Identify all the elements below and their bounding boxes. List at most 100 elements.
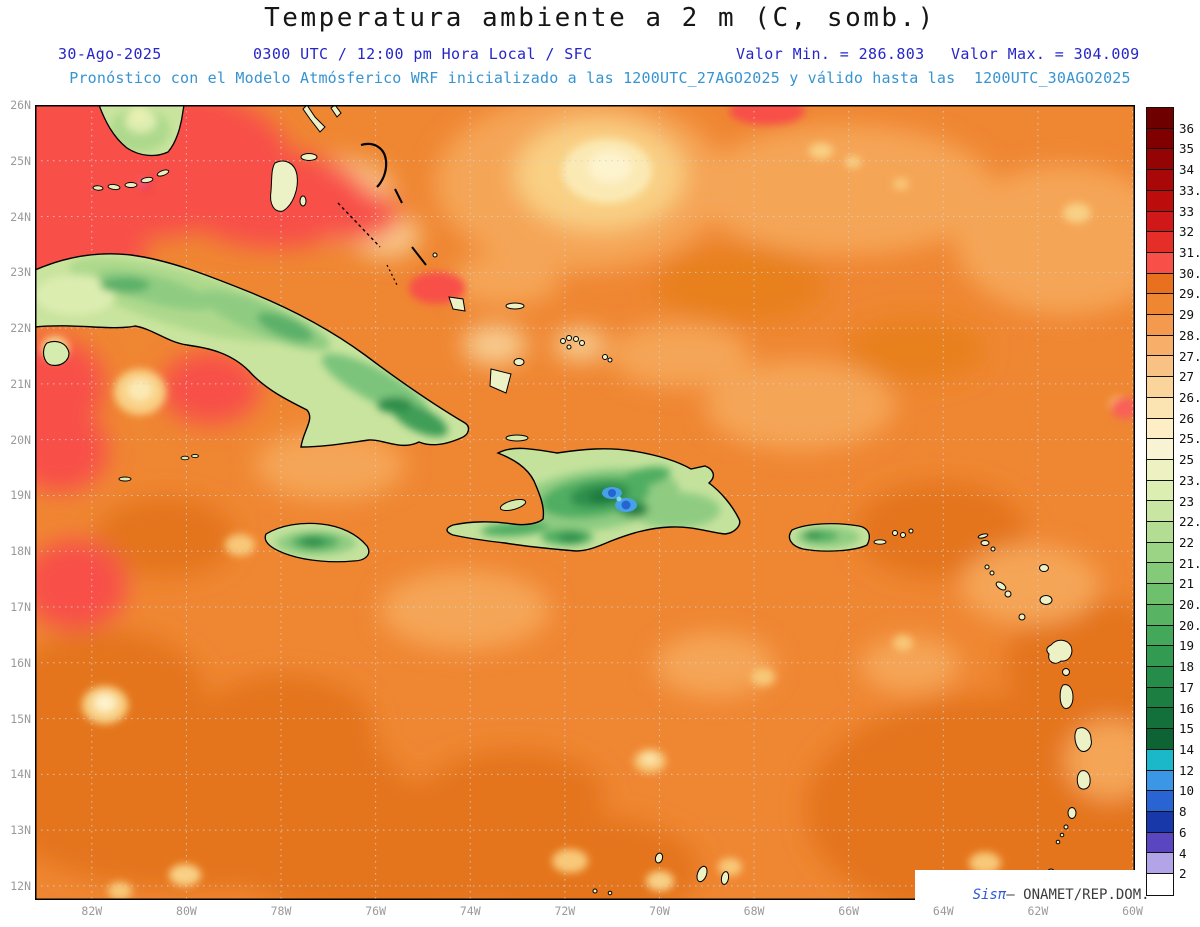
lat-tick-label: 24N xyxy=(10,209,31,224)
lat-tick-label: 17N xyxy=(10,600,31,615)
legend-swatch xyxy=(1147,708,1173,730)
lon-tick-label: 60W xyxy=(1122,904,1143,918)
lon-tick-label: 64W xyxy=(932,904,954,918)
legend-swatch xyxy=(1147,356,1173,378)
legend-value-label: 29.7 xyxy=(1179,286,1200,302)
cold-lake-spots xyxy=(602,487,637,512)
lon-tick-label: 78W xyxy=(270,904,292,918)
watermark-brand: Sisπ xyxy=(972,887,1007,903)
lon-tick-label: 72W xyxy=(554,904,576,918)
legend-value-label: 21 xyxy=(1179,576,1195,592)
lat-tick-label: 13N xyxy=(10,823,31,838)
gonave-island xyxy=(499,499,527,511)
legend-swatch xyxy=(1147,874,1173,895)
tortuga-island xyxy=(505,434,529,442)
legend-swatch xyxy=(1147,170,1173,191)
legend-swatch xyxy=(1147,749,1173,771)
legend-value-label: 14 xyxy=(1179,742,1195,758)
lat-tick-label: 16N xyxy=(10,655,31,670)
legend-swatch xyxy=(1147,522,1173,543)
legend-swatch xyxy=(1147,294,1173,316)
lon-tick-label: 76W xyxy=(365,904,387,918)
date-label: 30-Ago-2025 xyxy=(58,45,162,63)
legend-swatch xyxy=(1147,811,1173,833)
legend-swatch xyxy=(1147,418,1173,440)
lat-tick-label: 15N xyxy=(10,711,31,726)
legend-value-label: 4 xyxy=(1179,845,1187,861)
legend-swatch xyxy=(1147,687,1173,709)
watermark: Sisπ– ONAMET/REP.DOM. xyxy=(915,870,1157,921)
legend-swatch xyxy=(1147,149,1173,171)
legend-value-label: 22 xyxy=(1179,534,1195,550)
max-value-label: Valor Max. = 304.009 xyxy=(951,45,1140,63)
min-value-label: Valor Min. = 286.803 xyxy=(736,45,925,63)
color-legend: 36353433.5333231.530.729.72928.527.52726… xyxy=(1146,107,1200,897)
time-label: 0300 UTC / 12:00 pm Hora Local / SFC xyxy=(253,45,593,63)
legend-swatch xyxy=(1147,584,1173,605)
lat-tick-label: 18N xyxy=(10,544,31,559)
legend-swatch xyxy=(1147,563,1173,585)
lat-tick-label: 23N xyxy=(10,265,31,280)
legend-value-label: 17 xyxy=(1179,679,1195,695)
sea-warm-spots xyxy=(41,105,1135,900)
legend-swatch xyxy=(1147,666,1173,688)
legend-value-label: 26.5 xyxy=(1179,389,1200,405)
legend-value-label: 6 xyxy=(1179,824,1187,840)
legend-swatch xyxy=(1147,211,1173,233)
legend-swatch xyxy=(1147,729,1173,750)
legend-value-label: 27 xyxy=(1179,369,1195,385)
lat-tick-label: 14N xyxy=(10,767,31,782)
legend-value-label: 12 xyxy=(1179,762,1195,778)
legend-swatch xyxy=(1147,315,1173,336)
legend-value-label: 25.5 xyxy=(1179,431,1200,447)
map-area: Sisπ– ONAMET/REP.DOM. xyxy=(35,105,1157,921)
legend-value-label: 2 xyxy=(1179,866,1187,882)
map-canvas xyxy=(35,105,1135,900)
legend-swatch xyxy=(1147,480,1173,502)
cayman-islands xyxy=(118,453,199,482)
lon-tick-label: 70W xyxy=(649,904,670,918)
lon-tick-label: 68W xyxy=(743,904,765,918)
bahamas-islands xyxy=(270,105,613,394)
legend-value-label: 34 xyxy=(1179,162,1195,178)
lat-tick-label: 22N xyxy=(10,321,31,336)
legend-value-label: 29 xyxy=(1179,307,1195,323)
legend-swatch xyxy=(1147,232,1173,253)
legend-value-label: 20.5 xyxy=(1179,597,1200,613)
legend-value-label: 33.5 xyxy=(1179,182,1200,198)
legend-value-label: 26 xyxy=(1179,410,1195,426)
legend-value-label: 10 xyxy=(1179,783,1195,799)
legend-color-bar xyxy=(1146,107,1174,896)
lat-tick-label: 25N xyxy=(10,153,31,168)
legend-swatch xyxy=(1147,853,1173,875)
lon-tick-label: 80W xyxy=(176,904,197,918)
lesser-antilles xyxy=(892,528,1092,882)
lon-tick-label: 66W xyxy=(838,904,860,918)
legend-swatch xyxy=(1147,791,1173,812)
legend-swatch xyxy=(1147,501,1173,523)
lat-tick-label: 12N xyxy=(10,878,31,893)
legend-swatch xyxy=(1147,190,1173,212)
lon-tick-label: 74W xyxy=(459,904,481,918)
legend-swatch xyxy=(1147,542,1173,564)
legend-value-label: 23 xyxy=(1179,493,1195,509)
legend-swatch xyxy=(1147,397,1173,419)
legend-value-label: 18 xyxy=(1179,659,1195,675)
legend-value-label: 16 xyxy=(1179,700,1195,716)
legend-swatch xyxy=(1147,646,1173,667)
florida-keys xyxy=(92,169,170,191)
lon-tick-label: 62W xyxy=(1027,904,1049,918)
legend-swatch xyxy=(1147,273,1173,295)
isla-juventud xyxy=(42,340,70,366)
legend-swatch xyxy=(1147,459,1173,481)
legend-value-label: 36 xyxy=(1179,120,1195,136)
legend-value-label: 19 xyxy=(1179,638,1195,654)
legend-swatch xyxy=(1147,128,1173,150)
forecast-info-line: Pronóstico con el Modelo Atmósferico WRF… xyxy=(69,69,1131,87)
legend-value-label: 27.5 xyxy=(1179,348,1200,364)
lat-tick-label: 19N xyxy=(10,488,31,503)
legend-swatch xyxy=(1147,832,1173,854)
legend-value-label: 31.5 xyxy=(1179,244,1200,260)
legend-value-label: 22.5 xyxy=(1179,514,1200,530)
